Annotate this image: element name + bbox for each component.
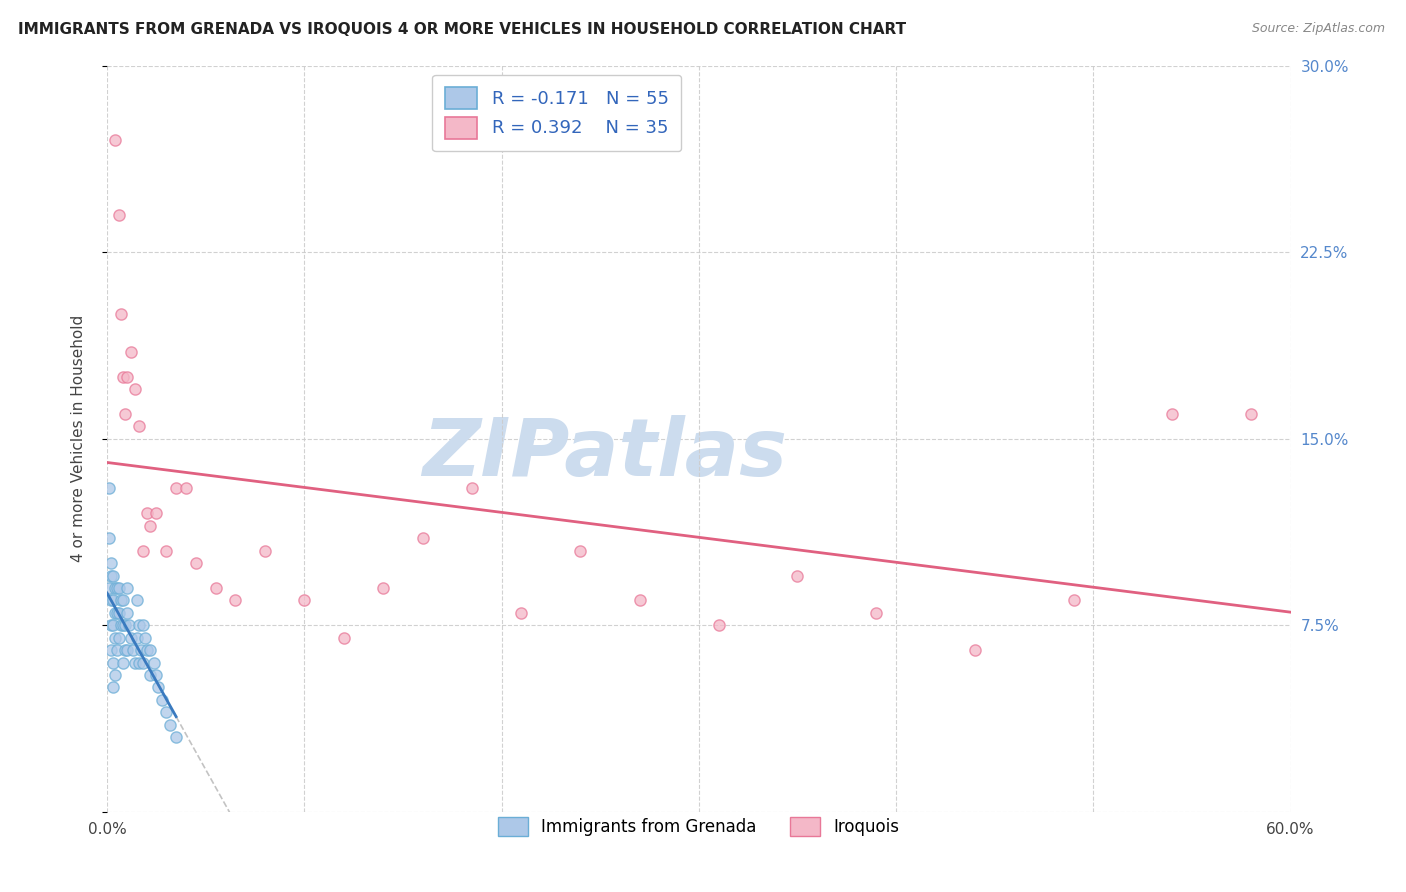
Point	[1240, 407, 1263, 421]
Point	[101, 593, 124, 607]
Point	[104, 668, 127, 682]
Point	[128, 656, 150, 670]
Point	[110, 618, 132, 632]
Point	[100, 556, 122, 570]
Point	[628, 593, 651, 607]
Point	[139, 643, 162, 657]
Point	[101, 681, 124, 695]
Point	[110, 593, 132, 607]
Point	[104, 581, 127, 595]
Point	[105, 606, 128, 620]
Point	[111, 656, 134, 670]
Text: Source: ZipAtlas.com: Source: ZipAtlas.com	[1251, 22, 1385, 36]
Point	[100, 618, 122, 632]
Point	[224, 593, 246, 607]
Point	[118, 618, 141, 632]
Point	[510, 606, 533, 620]
Point	[131, 618, 153, 632]
Point	[786, 568, 808, 582]
Point	[131, 656, 153, 670]
Point	[100, 643, 122, 657]
Point	[184, 556, 207, 570]
Point	[155, 543, 177, 558]
Point	[143, 656, 166, 670]
Point	[115, 369, 138, 384]
Point	[128, 419, 150, 434]
Point	[101, 656, 124, 670]
Point	[111, 369, 134, 384]
Point	[129, 643, 152, 657]
Point	[150, 693, 173, 707]
Point	[145, 668, 167, 682]
Point	[139, 668, 162, 682]
Point	[963, 643, 986, 657]
Point	[139, 518, 162, 533]
Point	[115, 581, 138, 595]
Point	[111, 593, 134, 607]
Point	[461, 482, 484, 496]
Point	[98, 581, 121, 595]
Point	[165, 482, 187, 496]
Point	[1161, 407, 1184, 421]
Point	[114, 407, 136, 421]
Point	[114, 643, 136, 657]
Point	[108, 631, 131, 645]
Point	[104, 631, 127, 645]
Point	[707, 618, 730, 632]
Point	[104, 133, 127, 147]
Point	[569, 543, 592, 558]
Point	[111, 618, 134, 632]
Point	[128, 618, 150, 632]
Point	[115, 606, 138, 620]
Point	[124, 656, 146, 670]
Point	[104, 606, 127, 620]
Point	[108, 581, 131, 595]
Point	[412, 531, 434, 545]
Legend: Immigrants from Grenada, Iroquois: Immigrants from Grenada, Iroquois	[489, 809, 908, 845]
Point	[125, 631, 148, 645]
Point	[98, 531, 121, 545]
Point	[333, 631, 356, 645]
Text: IMMIGRANTS FROM GRENADA VS IROQUOIS 4 OR MORE VEHICLES IN HOUSEHOLD CORRELATION : IMMIGRANTS FROM GRENADA VS IROQUOIS 4 OR…	[18, 22, 907, 37]
Point	[110, 307, 132, 321]
Point	[125, 593, 148, 607]
Point	[159, 718, 181, 732]
Point	[120, 631, 142, 645]
Point	[120, 344, 142, 359]
Point	[135, 643, 157, 657]
Point	[145, 507, 167, 521]
Point	[108, 606, 131, 620]
Point	[165, 731, 187, 745]
Point	[121, 643, 143, 657]
Point	[105, 643, 128, 657]
Point	[204, 581, 226, 595]
Point	[100, 593, 122, 607]
Point	[135, 507, 157, 521]
Point	[865, 606, 887, 620]
Text: ZIPatlas: ZIPatlas	[422, 415, 786, 492]
Point	[101, 568, 124, 582]
Point	[148, 681, 170, 695]
Point	[101, 618, 124, 632]
Y-axis label: 4 or more Vehicles in Household: 4 or more Vehicles in Household	[72, 315, 86, 562]
Point	[134, 631, 156, 645]
Point	[292, 593, 315, 607]
Point	[174, 482, 197, 496]
Point	[105, 581, 128, 595]
Point	[131, 543, 153, 558]
Point	[114, 618, 136, 632]
Point	[373, 581, 395, 595]
Point	[124, 382, 146, 396]
Point	[108, 208, 131, 222]
Point	[253, 543, 276, 558]
Point	[1063, 593, 1085, 607]
Point	[98, 482, 121, 496]
Point	[155, 706, 177, 720]
Point	[100, 568, 122, 582]
Point	[115, 643, 138, 657]
